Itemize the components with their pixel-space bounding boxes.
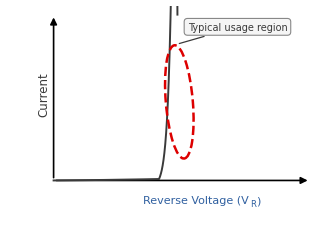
Text: Current: Current: [38, 71, 51, 116]
Text: R: R: [249, 199, 256, 208]
Text: ): ): [257, 195, 261, 205]
Text: Reverse Voltage (V: Reverse Voltage (V: [143, 195, 248, 205]
Text: Typical usage region: Typical usage region: [179, 23, 287, 44]
